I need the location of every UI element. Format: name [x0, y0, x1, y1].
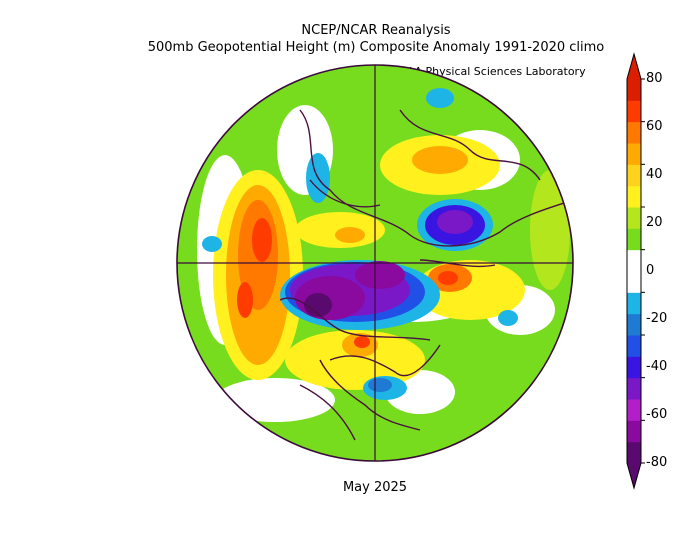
- colorbar-band: [627, 313, 641, 336]
- colorbar-label: 0: [646, 263, 655, 278]
- colorbar-band: [627, 271, 641, 293]
- date-label: May 2025: [342, 480, 408, 495]
- colorbar-label: -80: [646, 455, 668, 470]
- colorbar-label: 20: [646, 215, 663, 230]
- colorbar-max-arrow: [627, 54, 641, 79]
- colorbar-band: [627, 121, 641, 144]
- colorbar-band: [627, 441, 641, 464]
- colorbar-band: [627, 335, 641, 357]
- coastlines: [279, 109, 573, 441]
- map-border: [176, 64, 574, 462]
- colorbar-label: -20: [646, 311, 668, 326]
- colorbar-label: -40: [646, 359, 668, 374]
- colorbar-band: [627, 228, 641, 251]
- chart-subtitle: 500mb Geopotential Height (m) Composite …: [147, 40, 605, 55]
- colorbar-band: [627, 420, 641, 443]
- colorbar-band: [627, 356, 641, 379]
- colorbar-band: [627, 292, 641, 315]
- colorbar-band: [627, 143, 641, 165]
- chart-title: NCEP/NCAR Reanalysis: [301, 23, 451, 38]
- colorbar-label: 60: [646, 119, 663, 134]
- colorbar-band: [627, 377, 641, 400]
- colorbar-band: [627, 164, 641, 187]
- colorbar-band: [627, 79, 641, 101]
- colorbar-label: 80: [646, 71, 663, 86]
- colorbar-label: -60: [646, 407, 668, 422]
- colorbar-min-arrow: [627, 463, 641, 488]
- colorbar-band: [627, 100, 641, 123]
- colorbar-band: [627, 207, 641, 229]
- colorbar-band: [627, 249, 641, 272]
- colorbar-label: 40: [646, 167, 663, 182]
- colorbar-band: [627, 399, 641, 421]
- colorbar-band: [627, 185, 641, 208]
